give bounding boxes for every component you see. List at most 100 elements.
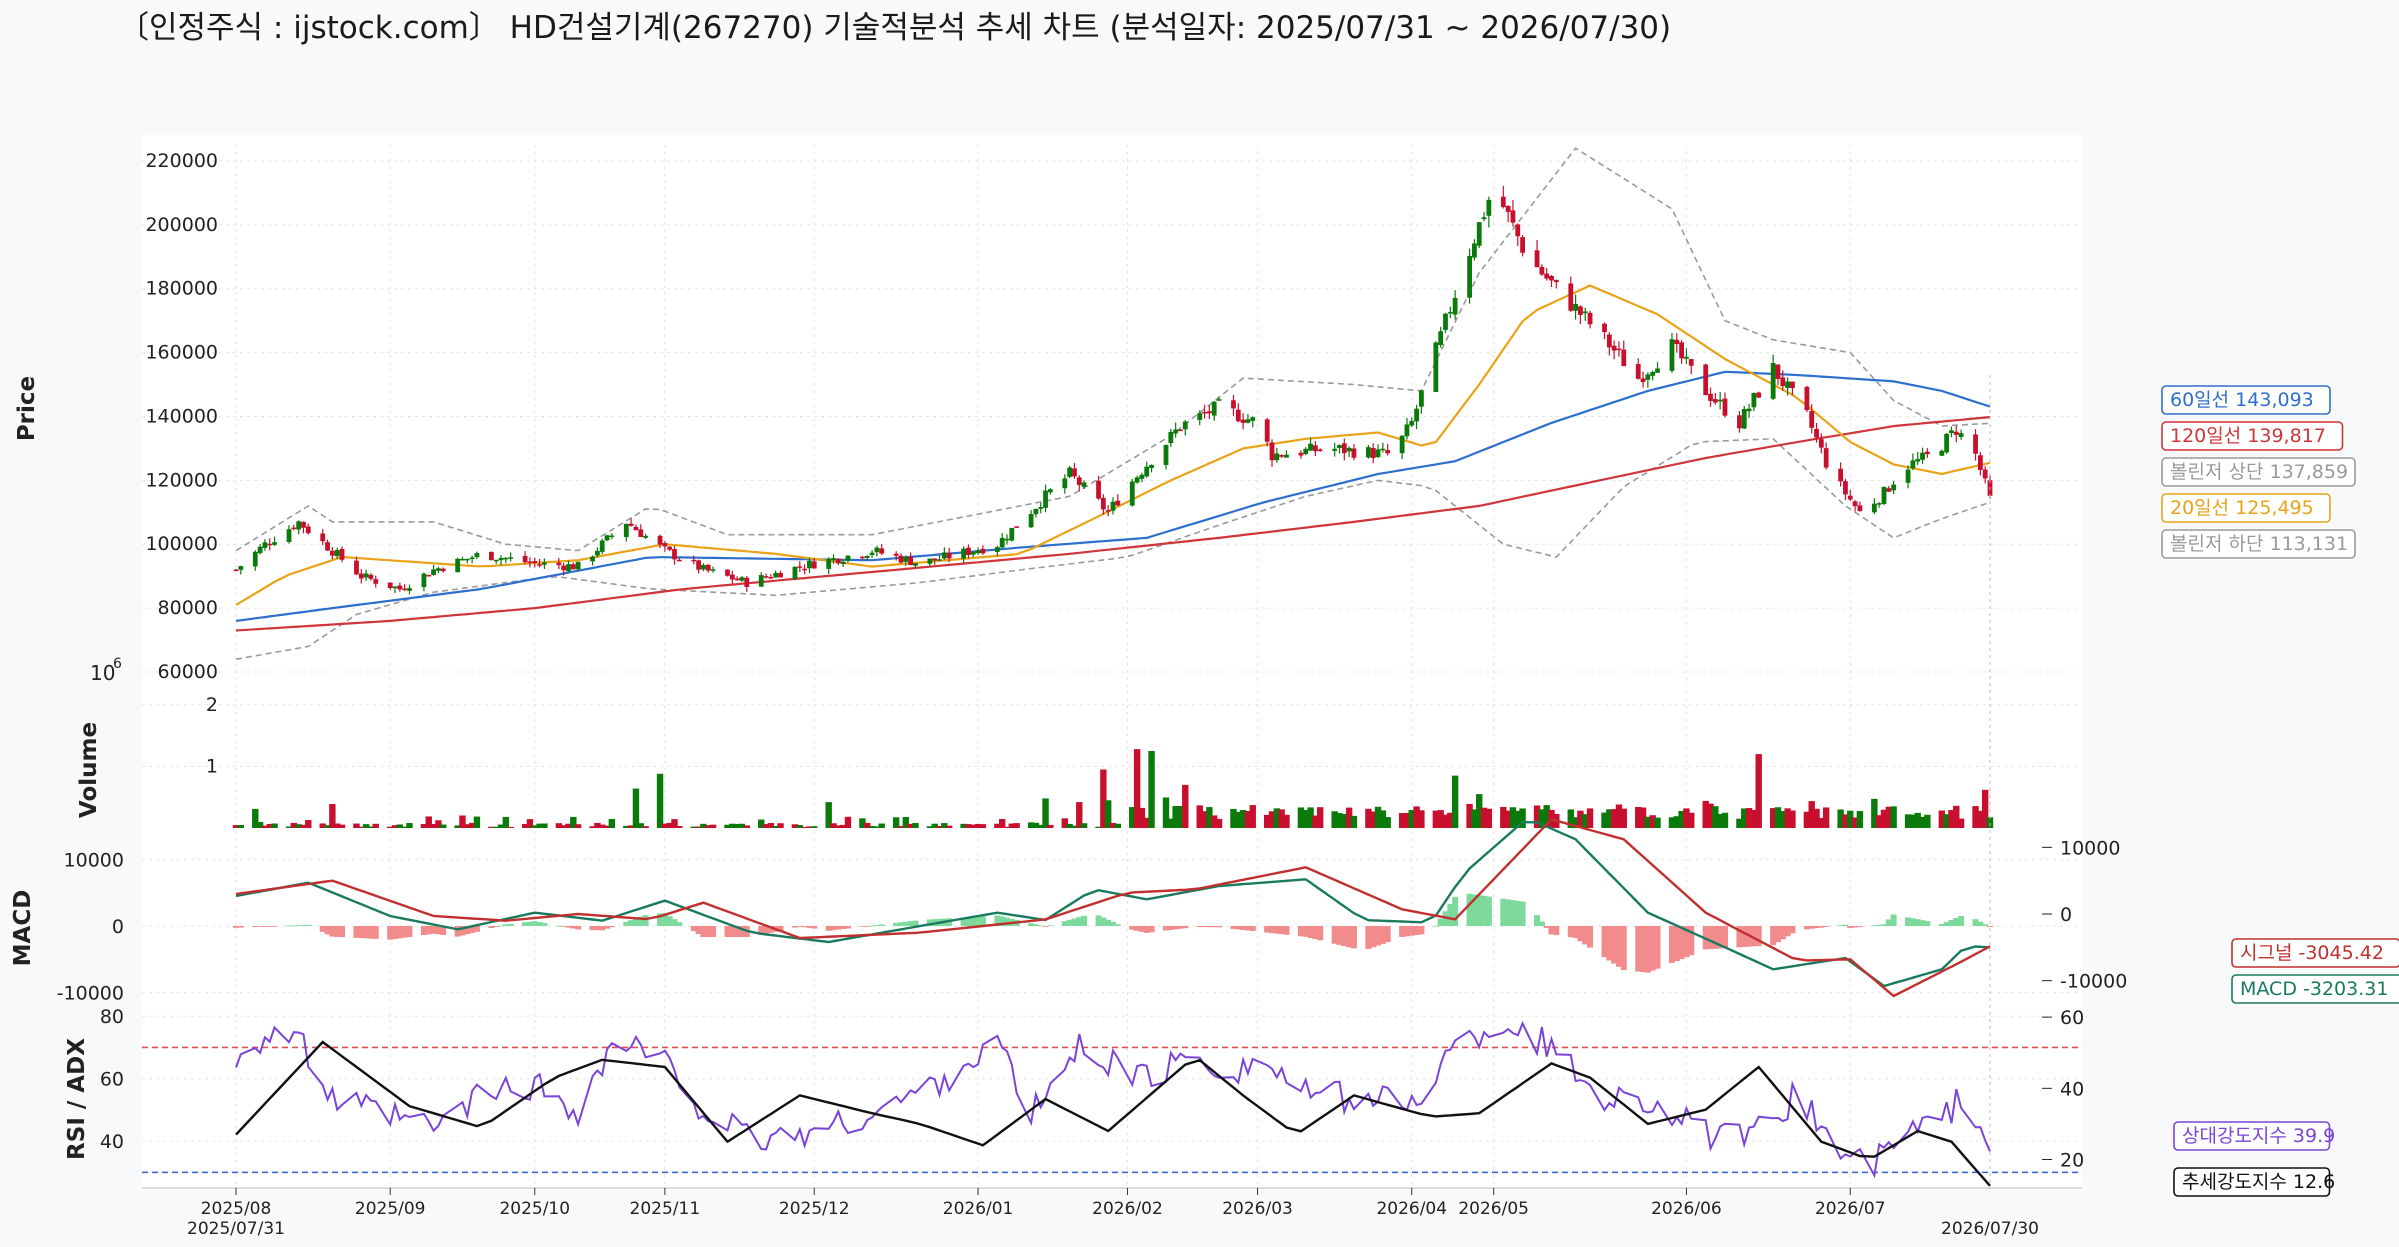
rsi-legend-item-box xyxy=(2173,1121,2331,1151)
price-legend-item: 볼린저 상단 137,859 xyxy=(2170,461,2348,483)
candle-body xyxy=(522,555,528,563)
macd-histogram-bar xyxy=(300,925,307,926)
candle-body xyxy=(1650,371,1656,376)
macd-histogram-bar xyxy=(1317,926,1324,941)
volume-bar xyxy=(386,826,394,828)
volume-bar xyxy=(435,820,442,828)
volume-unit-label: 10 xyxy=(90,661,115,685)
candle-body xyxy=(286,529,292,543)
candle-body xyxy=(874,547,880,553)
volume-bar xyxy=(632,788,640,828)
macd-histogram-bar xyxy=(435,926,442,935)
macd-histogram-bar xyxy=(1543,926,1550,928)
volume-bar xyxy=(1977,810,1984,828)
candle-body xyxy=(464,558,470,561)
macd-histogram-bar xyxy=(1712,926,1719,949)
macd-histogram-bar xyxy=(835,926,842,930)
volume-bar xyxy=(271,823,278,828)
macd-histogram-bar xyxy=(1240,926,1247,930)
candle-body xyxy=(291,527,297,530)
macd-histogram-bar xyxy=(1876,924,1883,926)
macd-histogram-bar xyxy=(999,916,1006,926)
macd-histogram-bar xyxy=(454,926,461,937)
adx-legend-item-box xyxy=(2173,1167,2331,1197)
candle-body xyxy=(1881,487,1887,504)
macd-histogram-bar xyxy=(1871,925,1878,927)
volume-bar xyxy=(1972,806,1979,828)
candle-body xyxy=(455,558,461,573)
candle-body xyxy=(1838,468,1844,482)
volume-bar xyxy=(1582,814,1589,828)
volume-bar xyxy=(256,822,264,828)
volume-bar xyxy=(1981,789,1989,828)
candle-body xyxy=(1891,484,1897,491)
macd-histogram-bar xyxy=(637,916,644,926)
candle-body xyxy=(1067,467,1073,477)
macd-histogram-bar xyxy=(1721,926,1728,949)
volume-bar xyxy=(1437,810,1444,828)
candle-body xyxy=(604,535,610,541)
volume-bar xyxy=(1577,810,1584,828)
candle-body xyxy=(599,540,605,552)
macd-histogram-bar xyxy=(734,926,741,938)
volume-bar xyxy=(1885,806,1893,828)
candle-body xyxy=(1380,448,1386,451)
candle-body xyxy=(1746,408,1752,412)
volume-bar xyxy=(1297,807,1305,828)
volume-bar xyxy=(396,824,404,828)
candle-body xyxy=(927,558,933,564)
price-legend-item-box xyxy=(2161,421,2344,451)
candle-body xyxy=(421,573,427,588)
candle-body xyxy=(807,560,812,569)
macd-histogram-bar xyxy=(1750,926,1757,947)
candle-body xyxy=(460,558,465,561)
macd-histogram-bar xyxy=(387,926,394,940)
macd-histogram-bar xyxy=(1408,926,1415,936)
candle-body xyxy=(1399,435,1405,454)
macd-histogram-bar xyxy=(1678,926,1685,960)
candle-body xyxy=(705,564,711,571)
macd-histogram-bar xyxy=(440,926,447,935)
adx-legend-item: 추세강도지수 12.6 xyxy=(2182,1171,2335,1193)
macd-right-tick-label: 0 xyxy=(2060,904,2072,926)
macd-histogram-bar xyxy=(1163,926,1170,931)
volume-bar xyxy=(729,823,736,828)
macd-histogram-bar xyxy=(594,926,601,931)
candle-body xyxy=(1404,424,1410,437)
volume-bar xyxy=(758,819,765,828)
macd-histogram-bar xyxy=(560,926,567,927)
macd-histogram-bar xyxy=(844,926,851,929)
volume-bar xyxy=(1871,798,1878,828)
candle-body xyxy=(1568,283,1574,311)
volume-bar xyxy=(266,823,273,828)
candle-body xyxy=(1780,377,1786,387)
candle-body xyxy=(840,561,846,565)
candle-body xyxy=(893,553,899,556)
macd-histogram-bar xyxy=(1717,926,1724,949)
candle-body xyxy=(1977,455,1983,470)
x-tick-label: 2026/01 xyxy=(943,1199,1014,1219)
x-start-date-label: 2025/07/31 xyxy=(187,1219,285,1239)
candle-body xyxy=(826,558,832,569)
volume-bar xyxy=(1167,818,1175,828)
volume-tick-label: 1 xyxy=(206,755,218,777)
candle-body xyxy=(845,555,851,561)
candle-body xyxy=(426,574,432,577)
volume-bar xyxy=(1129,807,1136,828)
price-legend-item-box xyxy=(2161,493,2331,523)
candle-body xyxy=(1312,445,1318,452)
macd-histogram-bar xyxy=(392,926,399,939)
candle-body xyxy=(1216,399,1222,401)
macd-histogram-bar xyxy=(1110,922,1116,926)
volume-bar xyxy=(406,823,413,828)
adx-right-tick-label: 20 xyxy=(2060,1150,2084,1172)
candle-body xyxy=(1043,490,1048,508)
macd-histogram-bar xyxy=(1890,914,1897,926)
volume-bar xyxy=(1606,809,1613,828)
volume-bar xyxy=(1635,806,1642,828)
candle-body xyxy=(609,535,615,537)
macd-histogram-bar xyxy=(1755,926,1762,947)
candle-body xyxy=(1674,339,1680,345)
candle-body xyxy=(657,535,663,545)
volume-bar xyxy=(1673,816,1680,828)
